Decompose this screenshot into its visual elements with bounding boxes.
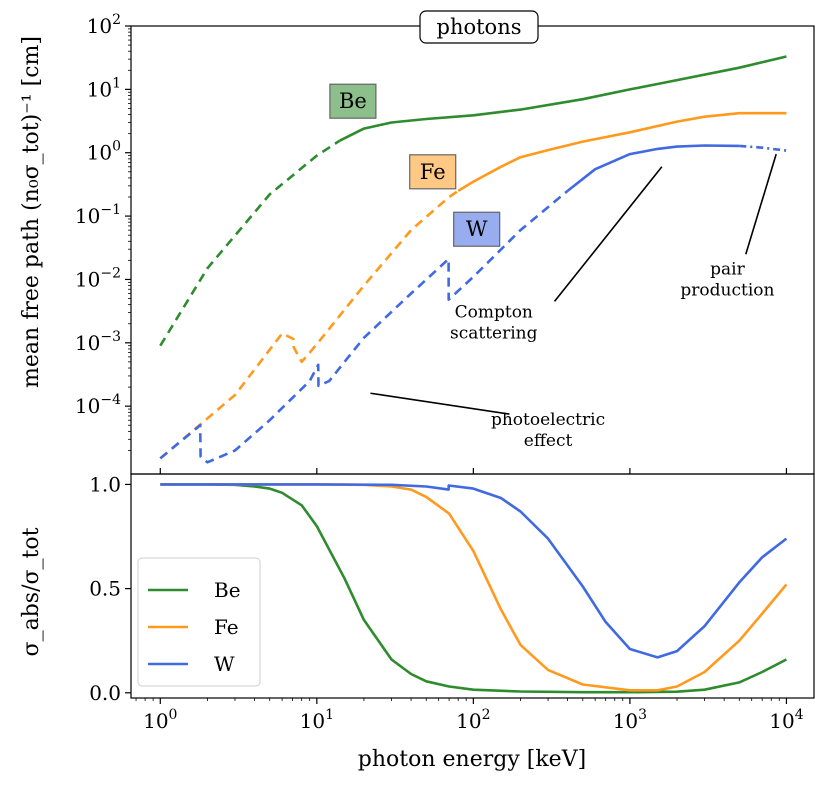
y-tick-label: 0.0 <box>89 681 121 705</box>
y-tick-label: 102 <box>87 12 121 38</box>
annotation-text-line: pair <box>710 259 745 279</box>
element-tag-be: Be <box>329 83 377 119</box>
y-tick-label: 10−2 <box>75 265 121 291</box>
y-tick-label: 100 <box>87 139 121 165</box>
annotation-pointer-line <box>553 166 663 302</box>
top-panel-frame <box>130 25 815 475</box>
y-tick-label: 10−1 <box>75 202 121 228</box>
bottom-y-axis-label: σ_abs/σ_tot <box>19 527 44 656</box>
bottom-y-ticks: 0.0 0.5 1.0 <box>89 472 131 705</box>
element-tag-box <box>329 83 377 119</box>
x-tick-label: 101 <box>300 707 334 733</box>
annotation-text-line: effect <box>524 431 573 451</box>
element-tag-label: Fe <box>420 160 446 184</box>
series-w-solid-line-5 <box>566 144 740 192</box>
y-tick-label: 101 <box>87 75 121 101</box>
annotation-text-line: production <box>680 280 774 300</box>
legend-label-w: W <box>214 652 235 676</box>
series-fe-dashed-line-2 <box>159 189 459 460</box>
bottom-panel-frame <box>130 473 815 699</box>
top-y-ticks: 10−4 10−3 10−2 10−1 100 101 102 <box>75 12 131 451</box>
top-y-axis-label: mean free path (n₀σ_tot)⁻¹ [cm] <box>19 36 44 388</box>
series-w-dashed-line-4 <box>159 189 569 464</box>
annotation-text-line: scattering <box>450 324 538 344</box>
series-fe-solid-line-3 <box>457 111 787 193</box>
series-be-solid-line-1 <box>339 55 787 142</box>
element-tag-box <box>453 211 501 247</box>
annotation-text-line: Compton <box>455 303 533 323</box>
annotation-pointer-line <box>370 392 510 415</box>
title-box: photons <box>419 10 539 44</box>
y-tick-label: 10−3 <box>75 329 121 355</box>
chart-title: photons <box>437 15 522 39</box>
element-tag-label: W <box>466 217 488 241</box>
legend-label-fe: Fe <box>214 615 239 639</box>
annotation-0: photoelectric effect <box>370 392 605 451</box>
x-axis-label: photon energy [keV] <box>358 747 586 772</box>
annotation-1: Compton scattering <box>450 166 663 344</box>
legend-label-be: Be <box>214 578 241 602</box>
series-be-dashed-line-0 <box>159 139 341 347</box>
element-tag-label: Be <box>339 89 367 113</box>
annotation-pointer-line <box>745 153 777 255</box>
series-w-dashdot-line-6 <box>739 144 787 152</box>
bottom-panel: 0.0 0.5 1.0 100 101 102 103 104 σ_abs/σ_tot ph… <box>19 468 815 772</box>
ratio-series-w <box>160 483 788 659</box>
ratio-series-be <box>160 483 787 694</box>
y-tick-label: 0.5 <box>89 577 121 601</box>
legend-box <box>137 557 261 687</box>
annotation-text-line: photoelectric <box>491 410 605 430</box>
legend: Be Fe W <box>137 557 261 687</box>
element-tag-box <box>409 154 457 190</box>
bottom-x-ticks: 100 101 102 103 104 <box>135 468 804 733</box>
x-tick-label: 104 <box>769 707 803 733</box>
x-tick-label: 100 <box>143 707 177 733</box>
element-tag-fe: Fe <box>409 154 457 190</box>
y-tick-label: 10−4 <box>75 392 121 418</box>
x-tick-label: 103 <box>613 707 647 733</box>
y-tick-label: 1.0 <box>89 472 121 496</box>
bottom-plot-area <box>160 483 788 694</box>
element-tag-w: W <box>453 211 501 247</box>
x-tick-label: 102 <box>456 707 490 733</box>
